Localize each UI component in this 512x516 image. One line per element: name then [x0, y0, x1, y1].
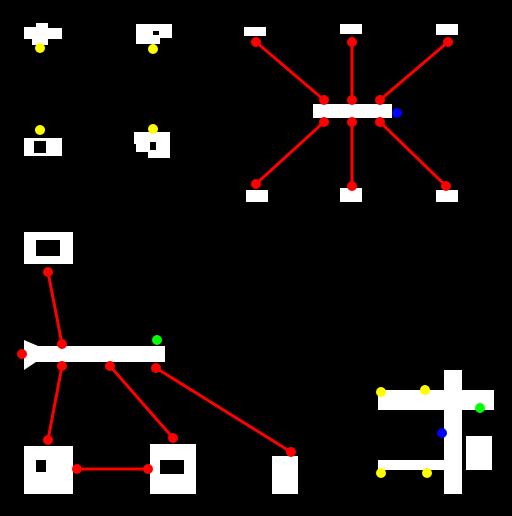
node-anchor [441, 181, 451, 191]
edge [379, 40, 449, 102]
room-star-top-right [436, 24, 458, 35]
node-anchor [43, 435, 53, 445]
node-anchor [319, 95, 329, 105]
node-entrance [422, 468, 432, 478]
node-entrance [35, 125, 45, 135]
edge [378, 120, 448, 188]
node-entrance [35, 43, 45, 53]
node-entrance [148, 44, 158, 54]
node-entrance [420, 385, 430, 395]
room-small-tl1 [24, 23, 62, 45]
node-anchor [319, 117, 329, 127]
node-anchor [375, 117, 385, 127]
room-cluster-br [272, 456, 298, 494]
bottom-right-cluster-group [376, 370, 494, 494]
node-anchor [251, 37, 261, 47]
room-shape [34, 141, 46, 153]
star-nodes [251, 37, 453, 191]
node-entrance [148, 124, 158, 134]
node-anchor [347, 117, 357, 127]
room-star-bottom-center [340, 188, 362, 202]
top-left-rooms-group [24, 23, 172, 158]
node-anchor [251, 179, 261, 189]
room-shape [36, 460, 46, 472]
room-star-bottom-right [436, 190, 458, 202]
node-entrance [376, 387, 386, 397]
star-edges [254, 40, 449, 188]
node-anchor [43, 267, 53, 277]
node-entrance [376, 468, 386, 478]
star-hub-group [244, 24, 458, 202]
node-anchor [347, 95, 357, 105]
room-shape [153, 31, 159, 35]
room-bottom-right-cross [378, 370, 494, 494]
edge [255, 40, 325, 102]
node-exit [475, 403, 485, 413]
star-rooms [244, 24, 458, 202]
cluster-edges [46, 271, 292, 471]
node-anchor [375, 95, 385, 105]
entrance-nodes [35, 43, 158, 135]
edge [155, 366, 292, 454]
node-anchor [347, 37, 357, 47]
room-shape [160, 460, 184, 474]
edge [46, 365, 64, 441]
node-anchor [347, 181, 357, 191]
cluster-nodes [17, 267, 296, 474]
room-small-tl2 [136, 24, 172, 44]
edge [108, 365, 175, 439]
node-key [437, 428, 447, 438]
node-anchor [57, 339, 67, 349]
node-anchor [286, 447, 296, 457]
node-anchor [105, 361, 115, 371]
node-exit [152, 335, 162, 345]
node-anchor [143, 464, 153, 474]
node-anchor [57, 361, 67, 371]
room-shape [150, 142, 156, 150]
node-anchor [151, 363, 161, 373]
node-anchor [72, 464, 82, 474]
room-star-top-left [244, 27, 266, 36]
room-star-hub [313, 104, 392, 118]
room-bottom-right-side [466, 436, 492, 470]
room-star-top-center [340, 24, 362, 34]
edge [46, 271, 64, 345]
node-key [392, 108, 402, 118]
node-anchor [168, 433, 178, 443]
room-shape [36, 240, 60, 256]
room-cluster-bl [24, 446, 73, 494]
room-shape [24, 23, 62, 45]
room-star-bottom-left [246, 190, 268, 202]
room-small-tl3 [24, 138, 62, 156]
node-anchor [17, 349, 27, 359]
node-anchor [443, 37, 453, 47]
room-small-tl4 [134, 132, 170, 158]
edge [254, 120, 326, 186]
bottom-left-cluster-group [17, 232, 298, 494]
